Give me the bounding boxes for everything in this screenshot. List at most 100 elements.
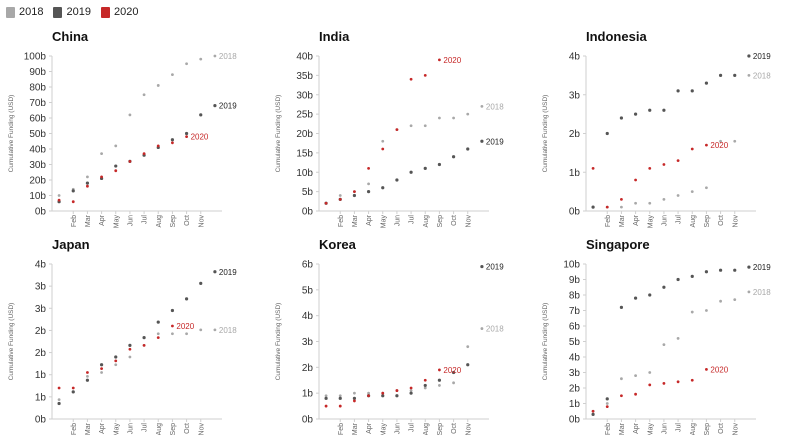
series-2020: 2020 xyxy=(591,365,729,413)
y-tick-label: 4b xyxy=(302,311,314,322)
y-tick-label: 7b xyxy=(569,306,581,317)
data-point-2019 xyxy=(466,363,470,367)
y-tick-label: 8b xyxy=(569,291,581,302)
series-end-label: 2019 xyxy=(486,137,504,146)
y-tick-label: 2b xyxy=(35,348,47,359)
y-axis-title: Cumulative Funding (USD) xyxy=(8,303,15,381)
data-point-2018 xyxy=(733,139,737,143)
x-tick-label: Jun xyxy=(661,215,668,226)
legend-item-2020[interactable]: 2020 xyxy=(100,6,138,18)
data-point-2019 xyxy=(451,370,456,375)
x-tick-label: Mar xyxy=(85,422,92,435)
data-point-2018 xyxy=(648,371,652,374)
data-point-2018 xyxy=(367,182,370,186)
data-point-2019 xyxy=(437,162,442,167)
data-point-2019 xyxy=(409,391,413,395)
x-tick-label: Aug xyxy=(423,423,430,435)
series-2019: 2019 xyxy=(324,137,504,205)
x-tick-label: Feb xyxy=(338,215,345,227)
data-point-2020 xyxy=(324,201,328,205)
y-tick-label: 5b xyxy=(569,337,581,348)
data-point-2019 xyxy=(690,274,694,278)
series-end-label: 2018 xyxy=(486,325,504,334)
x-tick-label: Aug xyxy=(423,215,430,228)
data-point-2018 xyxy=(705,186,708,190)
x-tick-label: Mar xyxy=(352,422,359,435)
data-point-2019 xyxy=(648,293,652,297)
y-tick-label: 10b xyxy=(29,191,46,202)
x-tick-label: Feb xyxy=(605,423,612,435)
y-tick-label: 1b xyxy=(569,399,581,410)
data-point-2020 xyxy=(662,163,666,166)
data-point-2020 xyxy=(71,200,75,204)
data-point-2018 xyxy=(634,374,637,377)
chart-title: Singapore xyxy=(586,237,650,252)
x-tick-label: Jul xyxy=(676,423,683,432)
data-point-2018 xyxy=(438,116,441,120)
data-point-2019 xyxy=(733,268,737,272)
data-point-2020 xyxy=(676,380,680,384)
data-point-2019 xyxy=(466,147,470,151)
chart-title: Korea xyxy=(319,237,357,252)
x-tick-label: Apr xyxy=(99,422,106,434)
data-point-2019 xyxy=(128,343,132,347)
data-point-2020 xyxy=(381,391,385,395)
y-tick-label: 0b xyxy=(302,415,314,426)
data-point-2018 xyxy=(676,194,680,197)
data-point-2018 xyxy=(171,332,174,336)
chart-title: China xyxy=(52,29,89,44)
data-point-2019 xyxy=(733,73,737,77)
data-point-2019 xyxy=(747,54,751,58)
data-point-2020 xyxy=(86,371,89,374)
data-point-2019 xyxy=(156,320,160,324)
x-tick-label: Feb xyxy=(71,423,78,435)
data-point-2020 xyxy=(591,166,595,170)
data-point-2019 xyxy=(676,89,680,93)
data-point-2018 xyxy=(662,343,666,346)
data-point-2019 xyxy=(605,397,609,401)
y-tick-label: 80b xyxy=(29,83,46,94)
data-point-2019 xyxy=(114,164,118,168)
y-tick-label: 100b xyxy=(24,52,47,63)
data-point-2020 xyxy=(705,368,708,371)
data-point-2019 xyxy=(338,396,342,400)
data-point-2020 xyxy=(423,73,427,77)
y-tick-label: 0b xyxy=(569,207,581,218)
data-point-2018 xyxy=(733,298,737,302)
data-point-2019 xyxy=(648,108,652,112)
data-point-2019 xyxy=(619,116,624,120)
y-tick-label: 5b xyxy=(302,285,314,296)
data-point-2018 xyxy=(648,201,652,205)
data-point-2020 xyxy=(86,184,89,188)
x-tick-label: Oct xyxy=(718,423,725,434)
data-point-2019 xyxy=(71,390,75,394)
data-point-2018 xyxy=(423,386,427,390)
data-point-2020 xyxy=(353,190,356,194)
series-2019: 2019 xyxy=(324,263,504,400)
data-point-2020 xyxy=(353,399,356,403)
y-tick-label: 3b xyxy=(35,282,47,293)
y-tick-label: 3b xyxy=(569,90,581,101)
series-2018: 2018 xyxy=(324,102,504,205)
legend-swatch xyxy=(100,6,110,18)
legend-item-2019[interactable]: 2019 xyxy=(53,6,91,18)
data-point-2020 xyxy=(690,378,694,382)
data-point-2020 xyxy=(114,359,118,363)
legend-item-2018[interactable]: 2018 xyxy=(6,6,43,18)
x-tick-label: Feb xyxy=(71,215,78,227)
data-point-2018 xyxy=(213,328,217,332)
series-end-label: 2018 xyxy=(219,326,237,335)
data-point-2019 xyxy=(480,264,484,269)
data-point-2019 xyxy=(676,277,680,282)
x-tick-label: Sep xyxy=(170,215,177,228)
data-point-2019 xyxy=(662,285,666,289)
legend-label: 2018 xyxy=(19,6,44,18)
y-tick-label: 1b xyxy=(302,389,314,400)
data-point-2018 xyxy=(86,374,89,378)
data-point-2018 xyxy=(324,394,328,398)
y-tick-label: 20b xyxy=(29,176,46,187)
y-tick-label: 25b xyxy=(296,110,313,121)
series-end-label: 2020 xyxy=(176,322,194,331)
data-point-2018 xyxy=(480,327,484,330)
data-point-2019 xyxy=(480,139,484,143)
